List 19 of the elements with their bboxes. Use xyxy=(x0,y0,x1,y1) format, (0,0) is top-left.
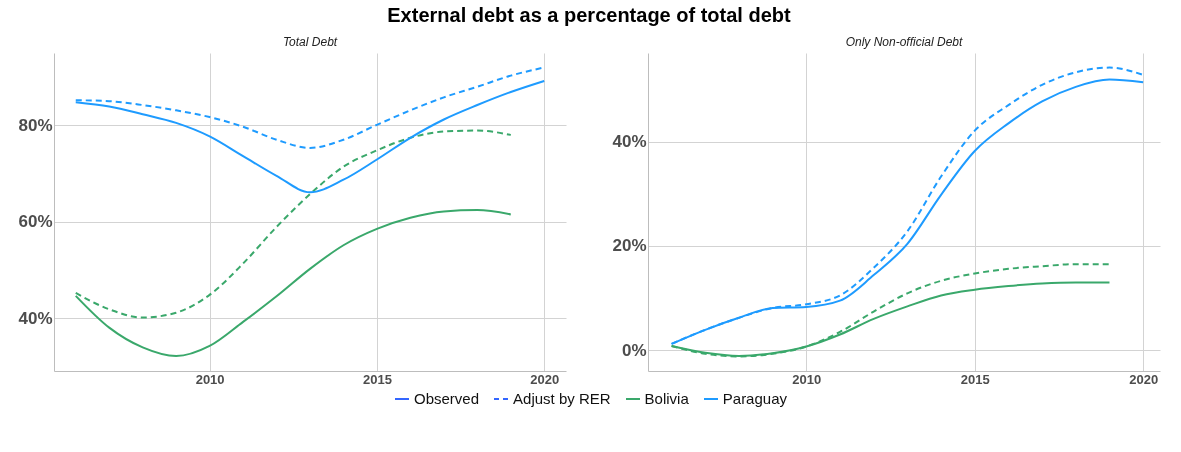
y-tick-label: 40% xyxy=(18,308,53,328)
text: Adjust by RER xyxy=(513,390,611,407)
x-tick-label: 2020 xyxy=(1129,371,1159,387)
x-tick-label: 2010 xyxy=(792,371,822,387)
x-tick-label: 2010 xyxy=(195,371,225,387)
y-tick-label: 0% xyxy=(621,340,647,360)
y-tick-label: 80% xyxy=(18,115,53,135)
text: Observed xyxy=(414,390,480,407)
chart-subtitle: Only Non-official Debt xyxy=(845,35,964,49)
x-tick-label: 2015 xyxy=(362,371,392,387)
y-tick-label: 20% xyxy=(612,236,647,256)
x-tick-label: 2015 xyxy=(960,371,990,387)
y-tick-label: 40% xyxy=(612,132,647,152)
chart-subtitle: Total Debt xyxy=(282,35,338,49)
legend-label: Paraguay xyxy=(722,390,787,407)
y-tick-label: 60% xyxy=(18,212,53,232)
legend-label: Bolivia xyxy=(644,390,689,407)
x-tick-label: 2020 xyxy=(530,371,560,387)
chart-title: External debt as a percentage of total debt xyxy=(387,4,792,26)
